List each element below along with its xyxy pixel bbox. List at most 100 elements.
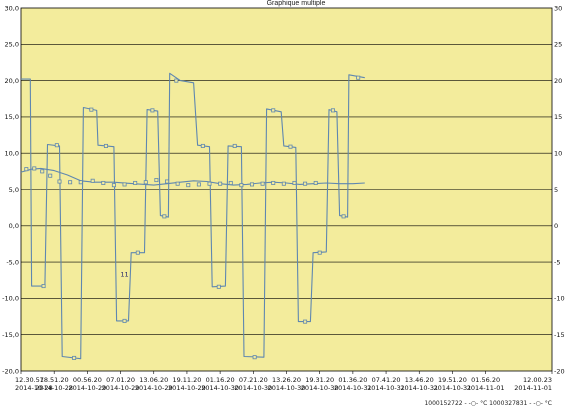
x-tick-time: 12.30.57 bbox=[15, 376, 44, 384]
y-tick-label-left: -20,0 bbox=[2, 367, 19, 375]
series-2-marker bbox=[68, 180, 73, 185]
series-1-marker bbox=[150, 108, 155, 113]
x-axis: 12.30.572014-10-2818.51.202014-10-2800.5… bbox=[15, 371, 553, 392]
x-tick-time: 01.36.20 bbox=[338, 376, 367, 384]
series-1-marker bbox=[271, 108, 276, 113]
series-2-marker bbox=[133, 180, 138, 185]
series-2-marker bbox=[303, 181, 308, 186]
series-2-marker bbox=[175, 181, 180, 186]
x-tick-time: 01.56.20 bbox=[471, 376, 500, 384]
y-tick-label-right: -5 bbox=[554, 258, 560, 266]
y-axis-right: 30 25 20 15 10 5 0 -5 -10 -15 -20 bbox=[554, 4, 565, 375]
x-tick-date: 2014-10-29 bbox=[68, 384, 106, 392]
y-tick-label-right: 25 bbox=[554, 41, 562, 49]
series-2-marker bbox=[228, 180, 233, 185]
x-tick-time: 07.41.20 bbox=[372, 376, 401, 384]
x-tick-date: 2014-11-01 bbox=[467, 384, 505, 392]
series-2-marker bbox=[122, 182, 127, 187]
series-2-marker bbox=[154, 178, 159, 183]
legend: 1000152722 - -○- °C 1000327831 - -○- °C bbox=[424, 400, 552, 407]
series-2-marker bbox=[143, 180, 148, 185]
x-tick-time: 07.01.20 bbox=[106, 376, 135, 384]
y-tick-label-right: 30 bbox=[554, 4, 562, 12]
series-line-1 bbox=[21, 72, 365, 360]
series-1-marker bbox=[216, 284, 221, 289]
y-tick-label-left: 20,0 bbox=[5, 77, 19, 85]
legend-entries: 1000152722 - -○- °C 1000327831 - -○- °C bbox=[424, 400, 552, 407]
x-tick-date: 2014-10-29 bbox=[102, 384, 140, 392]
x-tick-date: 2014-10-29 bbox=[135, 384, 173, 392]
series-1-marker bbox=[174, 78, 179, 83]
y-tick-label-right: -20 bbox=[554, 367, 565, 375]
series-2-marker bbox=[165, 179, 170, 184]
series-1-marker bbox=[252, 355, 257, 360]
x-tick-date: 2014-10-30 bbox=[234, 384, 272, 392]
x-tick-date: 2014-10-30 bbox=[301, 384, 339, 392]
y-tick-label-left: 15,0 bbox=[5, 113, 19, 121]
series-1-marker bbox=[232, 143, 237, 148]
series-2-marker bbox=[32, 166, 37, 171]
series-2-marker bbox=[196, 182, 201, 187]
x-tick-time: 13.06.20 bbox=[139, 376, 168, 384]
series-1-marker bbox=[303, 319, 308, 324]
y-tick-label-right: -15 bbox=[554, 331, 565, 339]
x-tick-time: 07.21.20 bbox=[239, 376, 268, 384]
series-line-2 bbox=[20, 167, 365, 186]
series-2-marker bbox=[24, 167, 29, 172]
y-tick-label-right: 20 bbox=[554, 77, 562, 85]
x-tick-time: 01.16.20 bbox=[206, 376, 235, 384]
series-1-marker bbox=[54, 143, 59, 148]
series-1-marker bbox=[72, 355, 77, 360]
gridlines bbox=[21, 43, 552, 336]
series-2-marker bbox=[313, 180, 318, 185]
series-1-marker bbox=[135, 250, 140, 255]
x-tick-date: 2014-10-28 bbox=[35, 384, 73, 392]
series-2-marker bbox=[239, 183, 244, 188]
series-2-marker bbox=[292, 180, 297, 185]
x-tick-date: 2014-10-31 bbox=[367, 384, 405, 392]
y-tick-label-left: -10,0 bbox=[2, 295, 19, 303]
series-1-marker bbox=[288, 144, 293, 149]
series-1-marker bbox=[89, 107, 94, 112]
series-2-marker bbox=[249, 182, 254, 187]
y-tick-label-left: 5,0 bbox=[9, 186, 19, 194]
series-2-marker bbox=[260, 181, 265, 186]
annotations: 11 bbox=[120, 271, 128, 279]
series-2-marker bbox=[90, 178, 95, 183]
series-group bbox=[20, 72, 365, 360]
series-2-marker bbox=[186, 183, 191, 188]
series-2-marker bbox=[271, 180, 276, 185]
series-1-marker bbox=[103, 143, 108, 148]
y-tick-label-left: 30,0 bbox=[5, 4, 19, 12]
series-1-marker bbox=[317, 250, 322, 255]
series-1-marker bbox=[122, 318, 127, 323]
series-2-marker bbox=[281, 181, 286, 186]
y-tick-label-right: 10 bbox=[554, 150, 562, 158]
x-tick-date: 2014-10-31 bbox=[334, 384, 372, 392]
series-2-marker bbox=[78, 180, 83, 185]
y-tick-label-right: 15 bbox=[554, 113, 562, 121]
x-tick-time: 19.51.20 bbox=[438, 376, 467, 384]
x-tick-time: 12.00.23 bbox=[523, 376, 552, 384]
y-tick-label-left: 0,0 bbox=[9, 222, 19, 230]
x-tick-date: 2014-10-31 bbox=[400, 384, 438, 392]
chart-title: Graphique multiple bbox=[267, 0, 326, 7]
x-tick-time: 13.26.20 bbox=[272, 376, 301, 384]
annotation-label: 11 bbox=[120, 271, 128, 279]
x-tick-time: 18.51.20 bbox=[40, 376, 69, 384]
series-1-marker bbox=[200, 143, 205, 148]
x-tick-date: 2014-10-28 bbox=[15, 384, 53, 392]
series-1-marker bbox=[356, 75, 361, 80]
y-axis-left: 30,0 25,0 20,0 15,0 10,0 5,0 0,0 -5,0 -10,0 -15,0… bbox=[2, 4, 19, 375]
y-tick-label-right: 5 bbox=[554, 186, 558, 194]
x-tick-time: 13.46.20 bbox=[405, 376, 434, 384]
y-tick-label-left: 10,0 bbox=[5, 150, 19, 158]
series-1-marker bbox=[330, 108, 335, 113]
x-tick-date: 2014-10-31 bbox=[434, 384, 472, 392]
series-1-marker bbox=[41, 284, 46, 289]
x-tick-time: 19.31.20 bbox=[305, 376, 334, 384]
series-2-marker bbox=[48, 173, 53, 178]
series-2-marker bbox=[57, 179, 62, 184]
series-1-marker bbox=[341, 214, 346, 219]
